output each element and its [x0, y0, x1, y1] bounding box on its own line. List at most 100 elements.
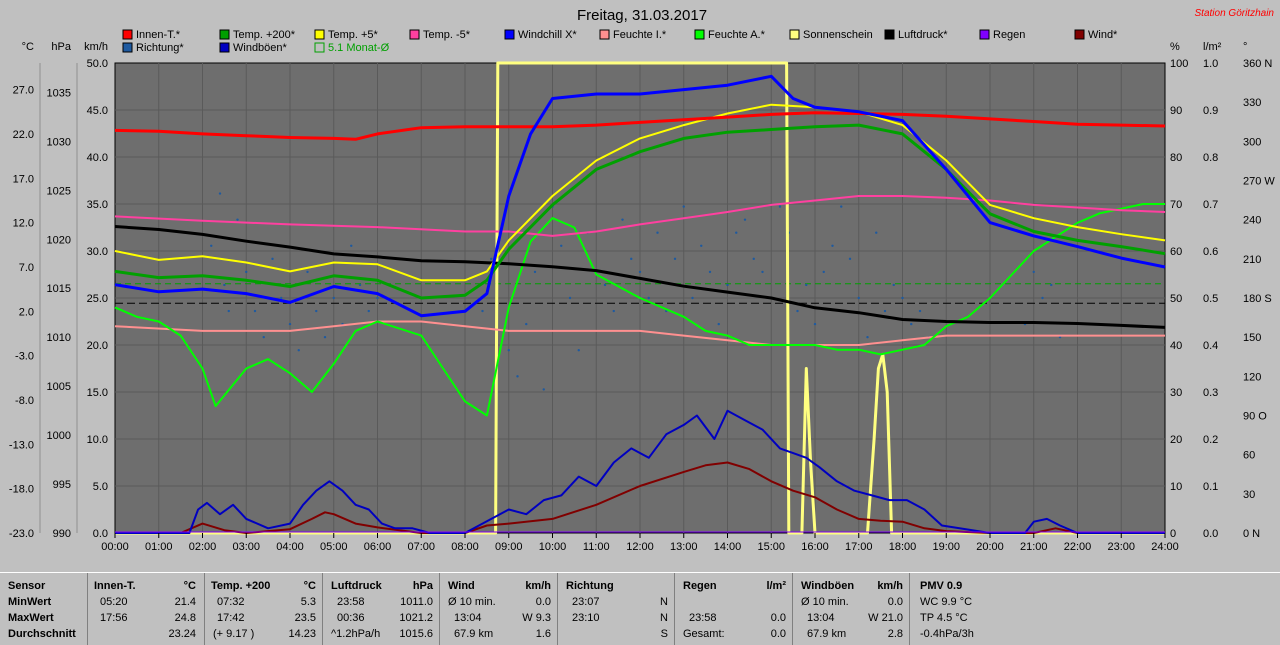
- wind-max-val: W 9.3: [522, 612, 551, 624]
- x-tick-label: 13:00: [670, 541, 698, 553]
- legend-swatch: [884, 29, 895, 40]
- legend-label: Richtung*: [136, 42, 184, 54]
- rain-axis-tick-label: 0.8: [1203, 152, 1218, 164]
- row-label-avg: Durchschnitt: [8, 628, 76, 640]
- legend-label: Temp. -5*: [423, 29, 471, 41]
- richtung-point: [525, 322, 528, 326]
- richtung-point: [262, 335, 265, 339]
- richtung-point: [638, 270, 642, 274]
- regen-total-label: Gesamt:: [683, 628, 725, 640]
- pressure-axis-tick-label: 1015: [47, 283, 71, 295]
- rain-axis-tick-label: 1.0: [1203, 58, 1218, 70]
- legend-label: Windchill X*: [518, 29, 577, 41]
- richtung-point: [822, 270, 825, 274]
- rain-axis-tick-label: 0.3: [1203, 387, 1218, 399]
- legend-swatch: [694, 29, 705, 40]
- x-tick-label: 21:00: [1020, 541, 1048, 553]
- regen-unit: l/m²: [766, 580, 786, 592]
- legend-swatch: [122, 29, 133, 40]
- wind-axis-tick-label: 5.0: [93, 481, 108, 493]
- richtung-point: [805, 283, 808, 287]
- temp-axis-tick-label: 2.0: [19, 306, 34, 318]
- chart-legend: Innen-T.* Temp. +200* Temp. +5* Temp. -5* Wi…: [122, 29, 1118, 54]
- summary-table: Sensor MinWert MaxWert Durchschnitt Inne…: [0, 572, 1280, 645]
- legend-label: Regen: [993, 29, 1025, 41]
- series-line: [114, 74, 1166, 318]
- wind-min-time: Ø 10 min.: [448, 596, 496, 608]
- summary-temp200-panel: Temp. +200 °C 07:32 17:42 (+ 9.17 ) 5.3 …: [205, 573, 323, 645]
- legend-swatch: [504, 29, 515, 40]
- wind-axis-unit: km/h: [84, 41, 108, 53]
- richtung-point: [630, 257, 633, 261]
- wind-axis-tick-label: 45.0: [87, 105, 108, 117]
- summary-pmv-panel: PMV 0.9 WC 9.9 °C TP 4.5 °C -0.4hPa/3h: [910, 573, 1280, 645]
- weather-chart: Freitag, 31.03.2017 Station Göritzhain I…: [8, 7, 1276, 553]
- x-tick-label: 20:00: [976, 541, 1004, 553]
- series-line: [115, 461, 1165, 534]
- richtung-max-time: 23:10: [572, 612, 600, 624]
- wind-axis-tick-label: 15.0: [87, 387, 108, 399]
- richtung-point: [866, 335, 869, 339]
- richtung-point: [673, 257, 677, 261]
- richtung-point: [813, 322, 817, 326]
- richtung-point: [910, 322, 913, 326]
- pressure-axis-unit: hPa: [51, 41, 71, 53]
- direction-axis-tick-label: 270 W: [1243, 176, 1275, 188]
- richtung-point: [315, 309, 318, 313]
- richtung-point: [621, 218, 624, 221]
- temp200-unit: °C: [303, 580, 316, 592]
- richtung-point: [1041, 296, 1044, 300]
- windboeen-max-val: W 21.0: [868, 612, 903, 624]
- x-tick-label: 15:00: [757, 541, 785, 553]
- wind-axis-tick-label: 25.0: [87, 293, 108, 305]
- pressure-axis-tick-label: 1035: [47, 87, 71, 99]
- direction-axis-tick-label: 240: [1243, 215, 1261, 227]
- direction-axis-tick-label: 120: [1243, 371, 1261, 383]
- temp-axis-tick-label: 7.0: [19, 262, 34, 274]
- x-tick-label: 16:00: [801, 541, 829, 553]
- x-tick-label: 11:00: [583, 541, 610, 553]
- humidity-axis-tick-label: 40: [1170, 340, 1182, 352]
- rain-axis-unit: l/m²: [1203, 41, 1222, 53]
- wind-axis-tick-label: 20.0: [87, 340, 108, 352]
- wind-max-time: 13:04: [454, 612, 482, 624]
- chart-title: Freitag, 31.03.2017: [577, 7, 707, 24]
- sensor-header: Sensor: [8, 580, 46, 592]
- legend-swatch: [219, 42, 230, 53]
- x-tick-label: 00:00: [101, 541, 129, 553]
- regen-total-val: 0.0: [770, 628, 786, 640]
- legend-swatch: [1074, 29, 1085, 40]
- series-line: [114, 195, 1166, 237]
- x-tick-label: 01:00: [145, 541, 173, 553]
- rain-axis-tick-label: 0.0: [1203, 528, 1218, 540]
- richtung-min-val: N: [660, 596, 668, 608]
- row-label-min: MinWert: [8, 596, 52, 608]
- humidity-axis-tick-label: 0: [1170, 528, 1176, 540]
- wind-header: Wind: [448, 580, 475, 592]
- rain-axis-tick-label: 0.4: [1203, 340, 1218, 352]
- direction-axis-tick-label: 90 O: [1243, 411, 1267, 423]
- innen-unit: °C: [183, 580, 196, 592]
- humidity-axis-tick-label: 100: [1170, 58, 1188, 70]
- temp-axis-tick-label: 12.0: [13, 218, 34, 230]
- luftdruck-avg-val: 1015.6: [399, 628, 433, 640]
- x-axis: 00:00 01:00 02:00 03:00 04:00 05:00 06:00 07:00…: [101, 533, 1179, 553]
- legend-label: Temp. +200*: [233, 29, 296, 41]
- richtung-point: [210, 244, 213, 247]
- legend-label: Luftdruck*: [898, 29, 948, 41]
- row-label-max: MaxWert: [8, 612, 54, 624]
- innen-min-time: 05:20: [100, 596, 128, 608]
- series-line: [114, 225, 1166, 329]
- x-tick-label: 08:00: [451, 541, 479, 553]
- pressure-axis-tick-label: 1010: [47, 332, 71, 344]
- richtung-point: [568, 296, 572, 300]
- luftdruck-unit: hPa: [412, 580, 433, 592]
- legend-swatch: [789, 29, 800, 40]
- x-tick-label: 12:00: [626, 541, 654, 553]
- direction-axis-tick-label: 180 S: [1243, 293, 1272, 305]
- richtung-point: [656, 231, 659, 234]
- windboeen-min-val: 0.0: [887, 596, 903, 608]
- x-tick-label: 19:00: [932, 541, 960, 553]
- summary-luftdruck-panel: Luftdruck hPa 23:58 00:36 ^1.2hPa/h 1011…: [323, 573, 440, 645]
- richtung-point: [840, 205, 843, 208]
